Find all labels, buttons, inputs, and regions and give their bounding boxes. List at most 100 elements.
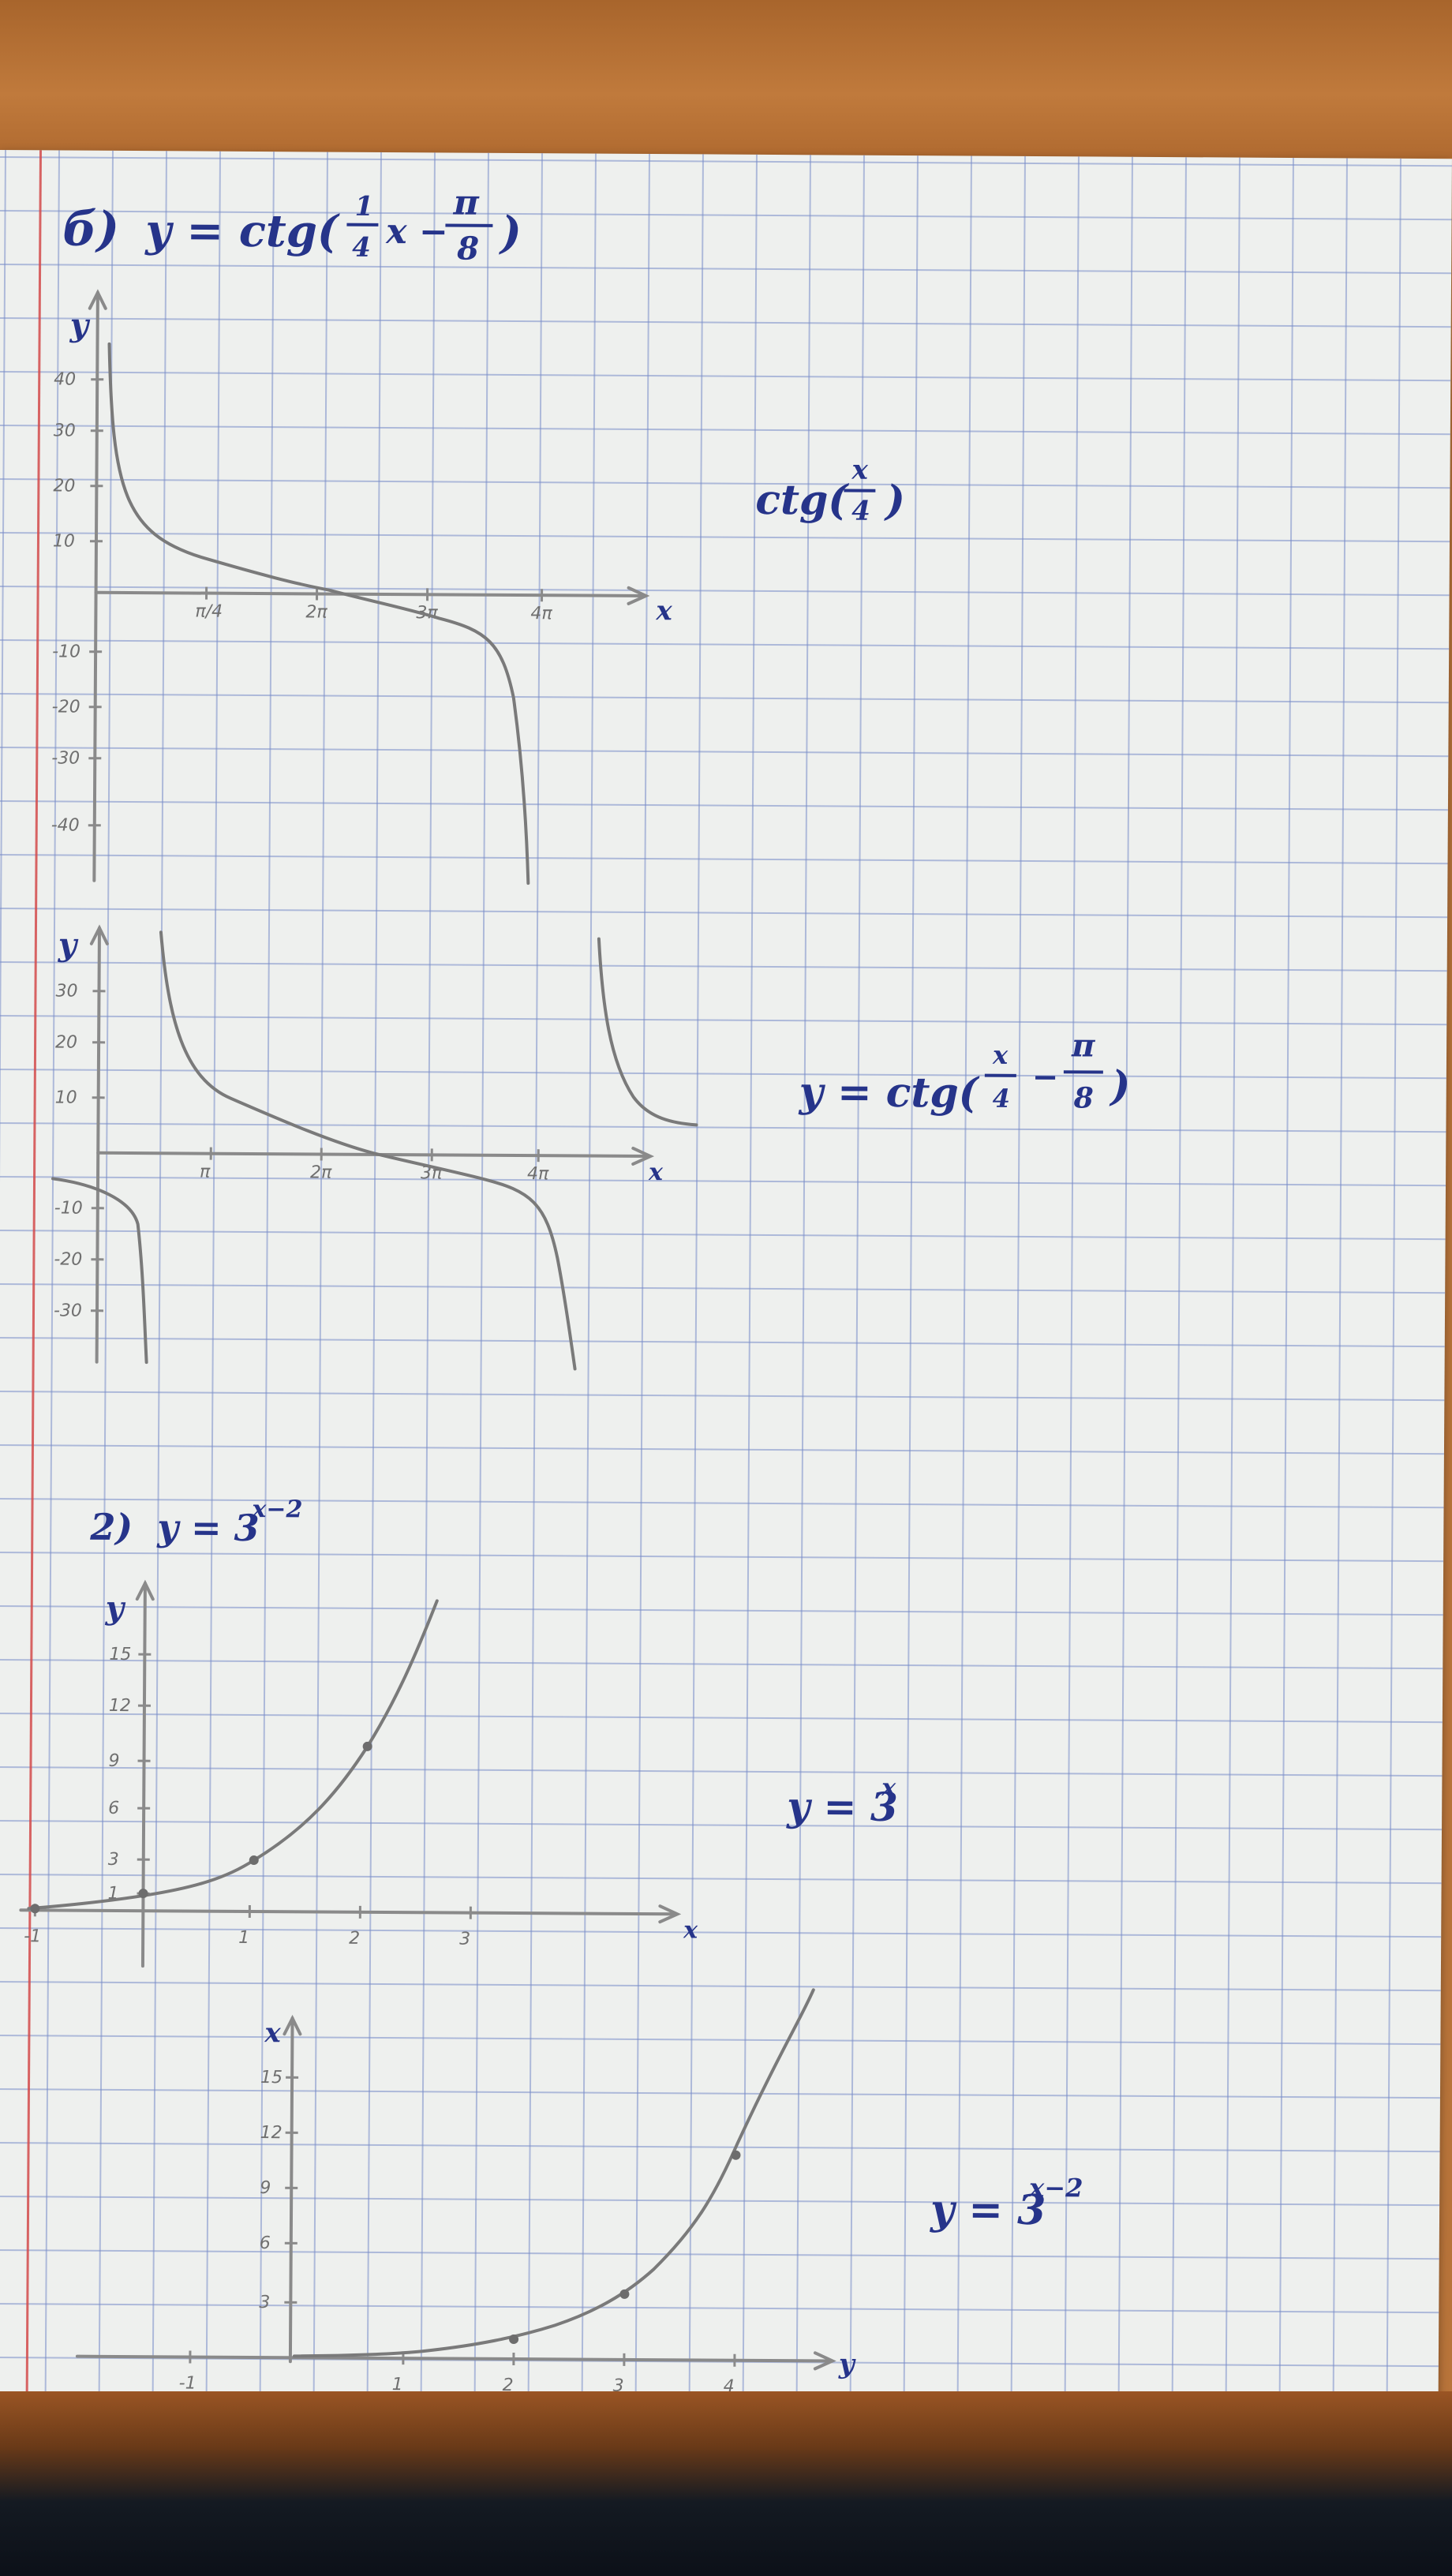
g4-y-ticks: 15 12 9 6 3 (259, 2068, 299, 2312)
g2-yticks-label: -30 (54, 1301, 82, 1320)
g4-yticks-label: 12 (260, 2123, 283, 2143)
label-ctg-shift-eight: 8 (1073, 1081, 1094, 1114)
formula-2-exp: x−2 (251, 1496, 302, 1523)
g3-point (249, 1855, 259, 1866)
g3-x-axis (19, 1908, 678, 1916)
g2-yticks-label: 30 (55, 981, 77, 1001)
label-3x2-base: y = 3 (930, 2185, 1046, 2234)
g1-yticks-label: 30 (54, 421, 76, 440)
g3-y-label: y (105, 1589, 126, 1627)
desk-surface-bottom (0, 2391, 1452, 2576)
g2-y-label: y (58, 926, 79, 963)
g4-x-axis (75, 2354, 833, 2363)
g1-yticks-label: -20 (52, 697, 80, 717)
graph-exp-3x: y x 15 12 9 6 3 1 -1 1 2 3 (19, 1579, 698, 1968)
g4-xticks-label: 2 (503, 2376, 514, 2395)
g4-yticks-label: 9 (260, 2178, 271, 2198)
g3-xticks-label: -1 (24, 1926, 41, 1946)
label-3x: y = 3 x (786, 1774, 898, 1830)
g4-x-label: y (838, 2349, 856, 2380)
formula-b-den: 4 (352, 232, 371, 264)
g2-yticks-label: -10 (54, 1198, 83, 1218)
label-ctg-x4-close: ) (884, 477, 905, 525)
heading-2: 2) (89, 1506, 133, 1548)
g2-curve-right (597, 937, 698, 1127)
heading-b: б) (62, 201, 119, 256)
g3-point (362, 1741, 372, 1751)
g2-curve-middle (159, 930, 577, 1371)
g1-x-ticks: π/4 2π 3π 4π (195, 586, 552, 623)
g2-y-ticks: 30 20 10 -10 -20 -30 (54, 981, 106, 1321)
g1-yticks-label: -40 (51, 815, 80, 835)
heading-b-formula: б) y = ctg( 1 4 x − π 8 ) (62, 183, 522, 268)
label-ctg-x4-num: x (851, 455, 868, 486)
g1-x-label: x (655, 595, 672, 627)
label-3x-base: y = 3 (786, 1783, 898, 1830)
g3-xticks-label: 1 (238, 1928, 249, 1948)
g2-yticks-label: 20 (55, 1032, 77, 1052)
formula-b-close: ) (498, 207, 522, 259)
g4-yticks-label: 6 (260, 2233, 271, 2253)
g1-xticks-label: π/4 (195, 602, 223, 622)
g3-point (30, 1904, 40, 1914)
g2-xticks-label: 4π (527, 1164, 549, 1184)
formula-b-mid: x − (385, 212, 448, 252)
formula-2-base: y = 3 (156, 1506, 260, 1549)
g1-xticks-label: 4π (530, 604, 552, 623)
g1-yticks-label: -10 (52, 642, 80, 661)
g4-yticks-label: 3 (259, 2293, 270, 2312)
g4-point (619, 2289, 630, 2299)
g1-yticks-label: 20 (53, 476, 75, 496)
g3-curve (27, 1599, 439, 1911)
g1-xticks-label: 2π (305, 602, 327, 622)
g1-yticks-label: 10 (53, 531, 75, 551)
formula-b-pi: π (452, 183, 479, 223)
g1-yticks-label: 40 (54, 369, 76, 389)
label-3x-exp: x (881, 1774, 896, 1802)
g1-y-axis (92, 290, 99, 882)
g4-curve (292, 1988, 815, 2358)
g2-yticks-label: -20 (54, 1249, 82, 1269)
label-ctg-x4-text: ctg( (755, 476, 849, 525)
g1-x-axis (94, 590, 646, 597)
g4-xticks-label: 1 (392, 2375, 403, 2394)
g2-y-axis (95, 926, 101, 1364)
g3-xticks-label: 3 (459, 1930, 470, 1949)
g3-point (138, 1889, 148, 1899)
g4-yticks-label: 15 (260, 2068, 283, 2087)
g1-y-label: y (69, 307, 91, 344)
label-ctg-shift: y = ctg( x 4 − π 8 ) (799, 1027, 1131, 1117)
label-3x2-exp: x−2 (1028, 2173, 1083, 2203)
graph-paper-sheet: б) y = ctg( 1 4 x − π 8 ) y x 40 30 20 10 -1… (0, 150, 1452, 2448)
formula-b-num: 1 (354, 191, 373, 223)
g4-xticks-label: -1 (179, 2373, 196, 2393)
desk-surface-top (0, 0, 1452, 158)
g2-yticks-label: 10 (55, 1088, 77, 1107)
g2-curve-left (51, 1177, 148, 1365)
label-ctg-shift-mid: − (1032, 1058, 1059, 1095)
label-ctg-x4-den: 4 (851, 496, 870, 527)
g3-yticks-label: 3 (108, 1850, 119, 1870)
handwritten-sketch: б) y = ctg( 1 4 x − π 8 ) y x 40 30 20 10 -1… (19, 183, 1131, 2397)
g3-yticks-label: 9 (108, 1751, 119, 1771)
g4-y-label: x (264, 2017, 281, 2049)
g2-x-label: x (648, 1159, 664, 1186)
g4-point (509, 2334, 519, 2345)
g1-y-ticks: 40 30 20 10 -10 -20 -30 -40 (51, 369, 104, 836)
label-ctg-x4: ctg( x 4 ) (755, 455, 905, 527)
label-ctg-shift-den: 4 (993, 1084, 1010, 1114)
g3-yticks-label: 15 (109, 1645, 131, 1664)
g3-x-ticks: -1 1 2 3 (24, 1904, 472, 1949)
g4-x-ticks: -1 1 2 3 4 (179, 2350, 736, 2397)
label-ctg-shift-num: x (992, 1040, 1009, 1070)
g1-yticks-label: -30 (51, 748, 80, 768)
label-ctg-shift-close: ) (1110, 1062, 1131, 1110)
label-3x-minus-2: y = 3 x−2 (930, 2173, 1083, 2234)
formula-b-left: y = ctg( (144, 204, 340, 258)
g1-curve (107, 342, 530, 886)
formula-b-eight: 8 (456, 230, 479, 268)
g2-xticks-label: π (200, 1163, 211, 1182)
heading-2-formula: 2) y = 3 x−2 (89, 1496, 302, 1549)
